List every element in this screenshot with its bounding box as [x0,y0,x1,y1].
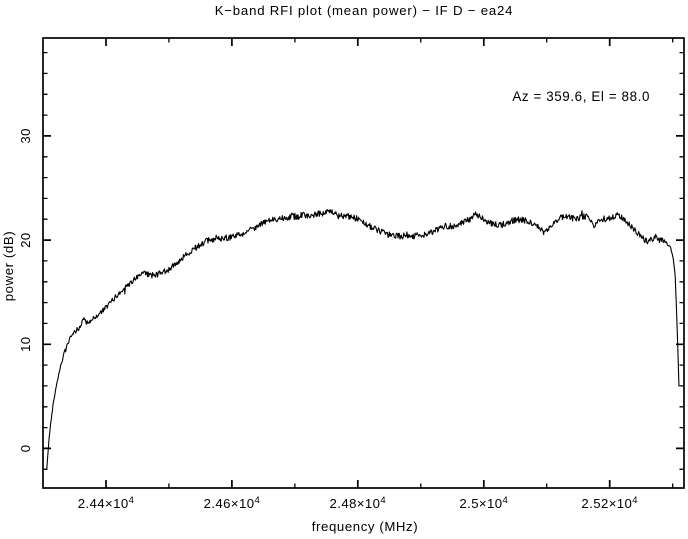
x-tick-label: 2.52×104 [581,495,638,511]
plot-frame [42,37,685,489]
y-tick-label: 10 [18,337,33,352]
y-major-ticks [43,135,684,450]
x-tick-label: 2.48×104 [330,495,387,511]
x-major-ticks [105,38,611,488]
x-minor-ticks [168,38,674,488]
spectrum-trace [46,209,680,470]
x-tick-label: 2.46×104 [204,495,261,511]
y-tick-label: 20 [18,232,33,247]
x-axis-label: frequency (MHz) [312,519,418,534]
plot-title: K−band RFI plot (mean power) − IF D − ea… [215,3,514,18]
x-tick-label: 2.5×104 [459,495,508,511]
y-tick-label: 30 [18,128,33,143]
x-axis-ticks [105,38,674,488]
x-tick-labels: 2.44×104 2.46×104 2.48×104 2.5×104 2.52×104 [78,495,638,511]
x-tick-label: 2.44×104 [78,495,135,511]
y-tick-labels: 0 10 20 30 [18,128,33,452]
y-minor-ticks [43,51,684,470]
pointing-annotation: Az = 359.6, El = 88.0 [512,89,650,104]
y-axis-ticks [43,51,684,470]
y-axis-label: power (dB) [1,231,16,302]
y-tick-label: 0 [18,445,33,453]
